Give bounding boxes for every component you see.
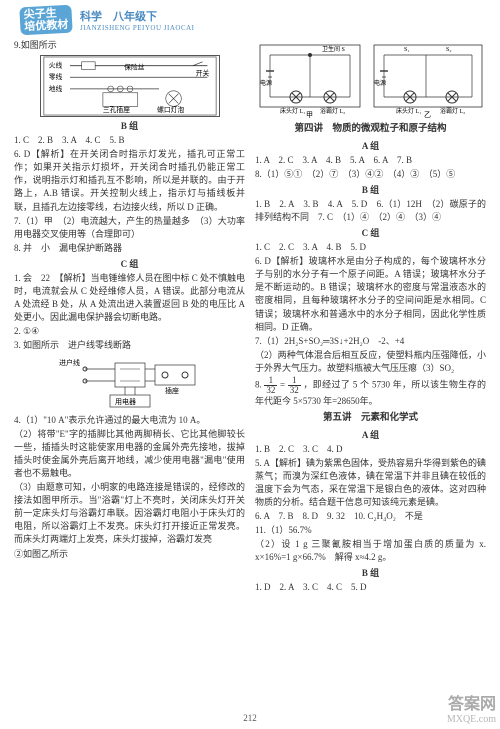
group-b3-label: B 组 <box>255 567 486 580</box>
a5-5: 5. A【解析】碘为紫黑色固体，受热容易升华得到紫色的碘蒸气；而溴为深红色液体，… <box>255 457 486 509</box>
page-header: 尖子生 培优教材 科学 八年级下 JIANZISHENG PEIYOU JIAO… <box>0 0 500 36</box>
watermark: 答案网 MXQE.com <box>447 696 496 725</box>
c3: 3. 如图所示 进户线零线断路 <box>14 339 245 352</box>
a5-11-2: （2）设 1 g 三聚氰胺相当于增加蛋白质的质量为 x. x×16%=1 g×6… <box>255 538 486 564</box>
c8-eq: = <box>280 379 285 389</box>
lbl-s: 卫生间 S <box>322 45 345 53</box>
group-a-label: A 组 <box>255 140 486 153</box>
lbl-s2: S₂ <box>446 47 451 53</box>
q9-label: 9.如图所示 <box>14 39 245 52</box>
group-a2-label: A 组 <box>255 429 486 442</box>
lbl-fire: 火线 <box>48 61 62 70</box>
content-area: 9.如图所示 火线 零线 地线 保险丝 开关 三孔插座 螺口灯泡 B 组 1. … <box>0 36 500 595</box>
lbl-yi: 乙 <box>424 111 431 119</box>
lbl-ground: 地线 <box>48 84 62 93</box>
c1: 1. 会 22 【解析】当电锤维修人员在图中标 C 处不慎触电时，电流就会从 C… <box>14 272 245 324</box>
group-c-label: C 组 <box>14 258 245 271</box>
c4-3: （3）由题意可知，小明家的电路连接是错误的，经修改的接法如图甲所示。当"浴霸"灯… <box>14 481 245 546</box>
c2: 2. ①④ <box>14 325 245 338</box>
c4: 4.（1）"10 A"表示允许通过的最大电流为 10 A。 <box>14 414 245 427</box>
b5-answers: 1. D 2. A 3. C 4. C 5. D <box>255 581 486 594</box>
group-c2-label: C 组 <box>255 227 486 240</box>
c2-answers: 1. C 2. C 3. A 4. B 5. D <box>255 241 486 254</box>
c6: 6. D【解析】玻璃杯水是由分子构成的，每个玻璃杯水分子与别的水分子有一个原子间… <box>255 255 486 333</box>
lbl-switch: 开关 <box>195 69 209 78</box>
b7: 7.（1）甲 （2）电流越大，产生的热量越多 （3）大功率用电器交叉使用等（合理… <box>14 215 245 241</box>
lbl-l1: 床头灯 L₁ <box>280 107 305 115</box>
header-text: 科学 八年级下 JIANZISHENG PEIYOU JIAOCAI <box>80 8 195 32</box>
right-column: 电源 卫生间 S 床头灯 L₁ 浴霸灯 L₂ 甲 电源 S₁ S₂ 床头灯 L₁ <box>255 38 486 595</box>
lbl-src: 电源 <box>260 79 272 87</box>
section4-title: 第四讲 物质的微观粒子和原子结构 <box>255 123 486 137</box>
a5-11: 11.（1）56.7% <box>255 524 486 537</box>
subject-title: 科学 八年级下 <box>80 8 195 24</box>
c4-4: ②如图乙所示 <box>14 548 245 561</box>
lbl-lamp: 螺口灯泡 <box>157 105 184 114</box>
lbl-l2b: 浴霸灯 L₂ <box>440 107 465 115</box>
watermark-line1: 答案网 <box>447 696 496 714</box>
lbl-l2: 浴霸灯 L₂ <box>320 107 345 115</box>
a-answers2: 8.（1）⑤① （2）⑦ （3）④② （4）③ （5）⑤ <box>255 168 486 181</box>
circuit-diagram-1: 火线 零线 地线 保险丝 开关 三孔插座 螺口灯泡 <box>40 55 220 117</box>
lbl-zero: 零线 <box>48 72 62 81</box>
lbl-l1b: 床头灯 L₁ <box>396 107 421 115</box>
lbl-src2: 电源 <box>374 79 386 87</box>
c8-den: 32 <box>264 386 277 395</box>
circuit-diagram-2: 进户线 插座 用电器 <box>55 355 205 411</box>
c8-prefix: 8. <box>255 379 262 389</box>
c7-2: （2）两种气体混合后相互反应，使塑料瓶内压强降低，小于外界大气压力。故塑料瓶被大… <box>255 349 486 375</box>
lbl-box: 插座 <box>165 386 179 395</box>
subject-pinyin: JIANZISHENG PEIYOU JIAOCAI <box>80 24 195 32</box>
a5-answers: 1. B 2. C 3. C 4. D <box>255 443 486 456</box>
a-answers1: 1. A 2. C 3. A 4. B 5. A 6. A 7. B <box>255 154 486 167</box>
lbl-socket: 三孔插座 <box>102 105 129 114</box>
lbl-jia: 甲 <box>306 111 313 119</box>
group-b-label: B 组 <box>14 120 245 133</box>
circuit-diagram-3: 电源 卫生间 S 床头灯 L₁ 浴霸灯 L₂ 甲 电源 S₁ S₂ 床头灯 L₁ <box>256 41 486 119</box>
b8: 8. 并 小 漏电保护断路器 <box>14 242 245 255</box>
c8-den2: 32 <box>288 386 301 395</box>
lbl-fuse: 保险丝 <box>124 63 145 72</box>
logo-badge: 尖子生 培优教材 <box>19 5 72 36</box>
lbl-income: 进户线 <box>59 358 80 367</box>
b-answers: 1. C 2. B 3. A 4. C 5. B <box>14 134 245 147</box>
b2-answers: 1. B 2. A 3. B 4. A 5. D 6.（1）12H （2）碳原子… <box>255 198 486 224</box>
a5-rest: 6. A 7. B 8. D 9. 32 10. C₂H₄O₂ 不是 <box>255 510 486 523</box>
lbl-s1: S₁ <box>404 47 409 53</box>
c4-2: （2）将带"E"字的插脚比其他两脚稍长、它比其他脚较长一些，插插头时这能使家用电… <box>14 428 245 480</box>
lbl-usage: 用电器 <box>115 397 136 406</box>
logo-line2: 培优教材 <box>24 19 69 33</box>
group-b2-label: B 组 <box>255 184 486 197</box>
section5-title: 第五讲 元素和化学式 <box>255 412 486 426</box>
watermark-line2: MXQE.com <box>447 714 496 725</box>
c7: 7.（1）2H₂S+SO₂═3S↓+2H₂O -2、+4 <box>255 335 486 348</box>
left-column: 9.如图所示 火线 零线 地线 保险丝 开关 三孔插座 螺口灯泡 B 组 1. … <box>14 38 245 595</box>
page-number: 212 <box>0 713 500 723</box>
b6: 6. D【解析】在开关闭合时指示灯发光，插孔可正常工作；如果开关指示灯损坏，开关… <box>14 148 245 213</box>
c8: 8. 1 32 = 1 32 ，即经过了 5 个 5730 年，所以该生物生存的… <box>255 376 486 408</box>
